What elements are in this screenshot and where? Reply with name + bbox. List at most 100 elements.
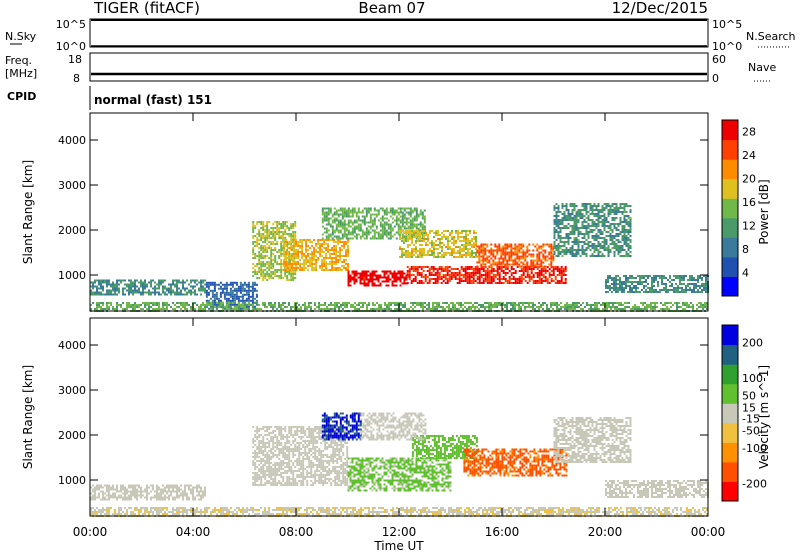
power-cell-7 (407, 232, 409, 234)
power-cell-5 (474, 280, 477, 282)
power-cell-4 (361, 270, 364, 273)
power-cell-9 (593, 209, 596, 211)
power-cell-5 (442, 276, 445, 278)
power-cell-11 (166, 304, 168, 306)
power-cell-5 (480, 274, 483, 276)
power-cell-2 (290, 273, 293, 275)
power-cell-10 (615, 275, 617, 277)
freq-tick-top: 18 (68, 53, 82, 66)
power-cell-0 (148, 293, 150, 296)
power-cell-6 (387, 237, 390, 240)
power-cell-6 (321, 219, 324, 222)
power-cell-7 (407, 252, 409, 254)
power-cell-10 (693, 285, 695, 287)
power-cell-11 (448, 308, 450, 310)
power-cell-5 (522, 274, 525, 276)
power-cell-5 (446, 268, 449, 270)
power-cell-3 (285, 251, 288, 253)
power-cell-10 (633, 281, 635, 283)
power-cell-5 (454, 272, 457, 274)
power-cell-1 (223, 293, 226, 296)
power-cell-11 (336, 304, 338, 306)
power-cell-8 (548, 263, 551, 266)
power-cell-9 (627, 233, 630, 235)
power-cell-9 (571, 233, 574, 235)
power-cell-10 (611, 291, 613, 293)
power-cell-9 (597, 217, 600, 219)
power-cell-7 (455, 232, 457, 234)
power-cell-2 (270, 241, 273, 243)
power-cell-9 (587, 211, 590, 213)
power-cell-6 (353, 225, 356, 228)
power-cell-6 (331, 215, 334, 218)
power-cell-0 (94, 285, 96, 288)
power-cell-8 (504, 243, 507, 246)
power-cell-11 (482, 304, 484, 306)
power-cell-9 (605, 241, 608, 243)
power-cell-8 (522, 245, 525, 248)
power-cell-5 (412, 266, 415, 268)
power-cell-1 (247, 285, 250, 288)
power-cell-7 (421, 252, 423, 254)
power-cell-0 (102, 279, 104, 282)
power-cell-11 (206, 302, 208, 304)
power-cell-6 (325, 229, 328, 232)
power-cell-5 (498, 266, 501, 268)
power-cell-2 (256, 237, 259, 239)
power-cell-8 (518, 259, 521, 262)
power-cell-11 (292, 306, 294, 308)
power-cell-7 (429, 232, 431, 234)
power-cell-5 (466, 266, 469, 268)
power-cell-3 (315, 251, 318, 253)
power-cell-10 (693, 291, 695, 293)
power-cell-3 (303, 263, 306, 265)
power-cell-2 (292, 279, 295, 281)
power-cell-0 (92, 291, 94, 294)
power-cell-7 (433, 252, 435, 254)
power-cell-2 (272, 235, 275, 237)
power-cell-10 (655, 277, 657, 279)
power-cell-3 (333, 263, 336, 265)
power-cell-11 (178, 302, 180, 304)
power-cell-6 (325, 217, 328, 220)
power-cell-9 (601, 225, 604, 227)
power-cell-3 (319, 247, 322, 249)
power-cell-1 (251, 301, 254, 304)
power-cell-5 (416, 274, 419, 276)
power-cell-10 (631, 289, 633, 291)
power-cell-6 (347, 207, 350, 210)
power-cell-1 (249, 295, 252, 298)
power-cell-3 (335, 255, 338, 257)
power-cell-11 (412, 304, 414, 306)
power-cell-6 (343, 229, 346, 232)
power-cell-10 (693, 287, 695, 289)
power-cell-9 (603, 243, 606, 245)
power-cell-9 (569, 251, 572, 253)
power-cell-11 (384, 308, 386, 310)
power-cell-11 (390, 302, 392, 304)
power-cell-1 (227, 299, 230, 302)
power-cell-3 (293, 241, 296, 243)
power-cell-1 (247, 299, 250, 302)
power-cell-2 (266, 247, 269, 249)
power-cell-5 (424, 274, 427, 276)
power-cell-3 (297, 243, 300, 245)
power-cell-8 (536, 243, 539, 246)
power-cell-1 (209, 297, 212, 300)
power-cell-10 (699, 277, 701, 279)
power-cell-7 (435, 248, 437, 250)
power-cell-9 (619, 249, 622, 251)
power-cell-6 (415, 213, 418, 216)
power-cell-10 (649, 291, 651, 293)
power-cell-6 (373, 235, 376, 238)
power-cell-5 (514, 278, 517, 280)
power-cell-11 (460, 306, 462, 308)
power-cell-5 (472, 280, 475, 282)
power-cell-7 (439, 234, 441, 236)
power-cell-2 (258, 257, 261, 259)
power-cell-6 (333, 235, 336, 238)
power-cell-11 (424, 306, 426, 308)
power-cell-4 (379, 274, 382, 277)
power-cell-8 (490, 249, 493, 252)
power-cell-4 (385, 270, 388, 273)
